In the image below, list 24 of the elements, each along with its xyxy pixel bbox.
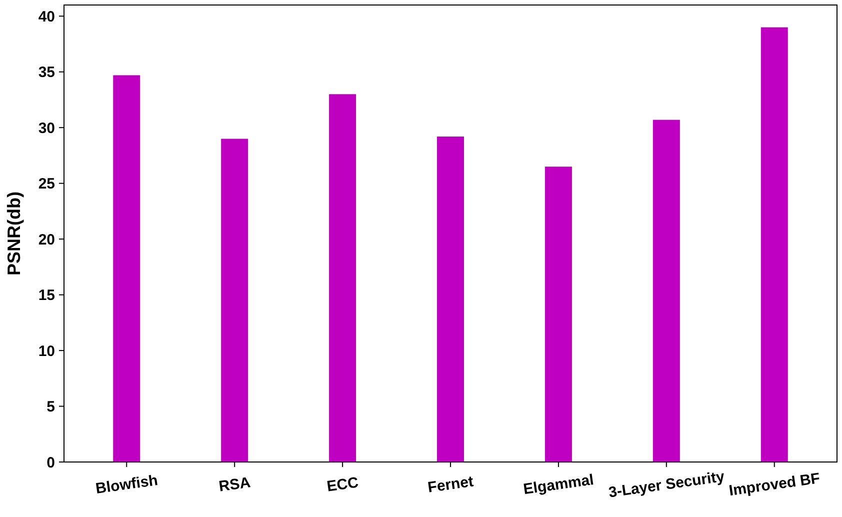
bar xyxy=(652,120,680,462)
x-tick-label: ECC xyxy=(326,474,360,496)
bar xyxy=(544,166,572,462)
y-tick-label: 0 xyxy=(46,454,55,472)
y-tick-label: 40 xyxy=(38,8,55,26)
x-tick-label: Fernet xyxy=(426,473,474,496)
y-tick-label: 10 xyxy=(38,342,55,360)
x-tick-label: Blowfish xyxy=(94,472,159,498)
bar xyxy=(760,27,788,462)
x-tick-label: Elgammal xyxy=(522,471,595,498)
y-tick-label: 5 xyxy=(46,398,55,416)
bar xyxy=(113,75,140,462)
x-tick-label: RSA xyxy=(218,474,252,496)
bar xyxy=(329,94,356,462)
y-axis-title: PSNR(db) xyxy=(4,192,24,276)
bar xyxy=(437,136,464,462)
y-tick-label: 35 xyxy=(38,64,55,82)
x-tick-label: 3-Layer Security xyxy=(608,468,726,502)
y-tick-label: 25 xyxy=(38,176,55,193)
y-tick-label: 30 xyxy=(38,120,55,137)
y-tick-label: 15 xyxy=(38,287,55,304)
y-tick-label: 20 xyxy=(38,231,55,248)
x-tick-label: Improved BF xyxy=(728,470,822,500)
bar xyxy=(221,138,248,462)
